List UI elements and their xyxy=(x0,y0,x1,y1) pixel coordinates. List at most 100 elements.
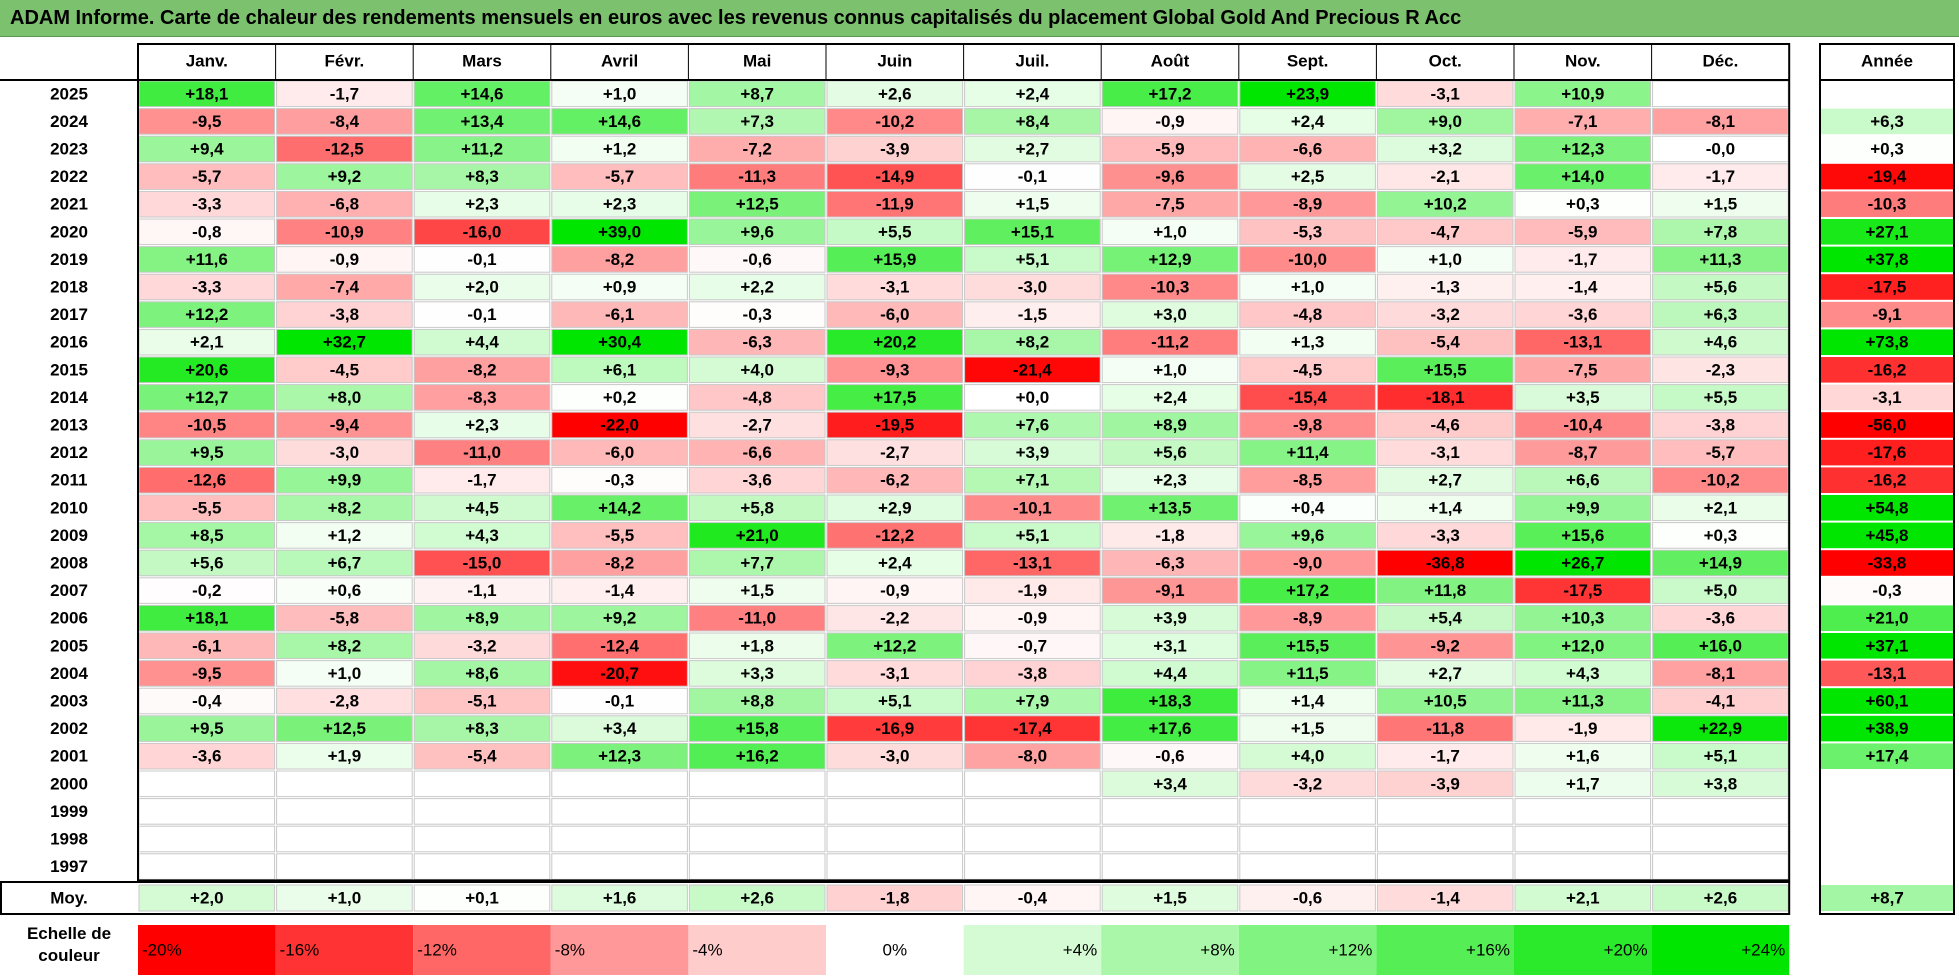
cell-value: -3,6 xyxy=(192,747,221,766)
heatmap-cell xyxy=(688,80,826,108)
color-scale-swatch xyxy=(963,925,1102,975)
cell-value: +12,7 xyxy=(185,388,228,407)
cell-value: +2,4 xyxy=(878,554,912,573)
cell-value: +18,1 xyxy=(185,609,228,628)
heatmap-cell xyxy=(688,135,826,163)
heatmap-cell xyxy=(551,770,688,798)
row-label: 2012 xyxy=(50,443,88,462)
row-label: 2014 xyxy=(50,388,88,407)
heatmap-cell xyxy=(1101,301,1239,328)
heatmap-cell xyxy=(1101,356,1239,384)
heatmap-cell xyxy=(276,356,413,384)
heatmap-cell xyxy=(551,135,688,163)
heatmap-cell xyxy=(1514,715,1652,742)
heatmap-cell xyxy=(826,190,964,218)
cell-value: -16,9 xyxy=(875,719,914,738)
color-scale-stop-label: -4% xyxy=(692,941,722,960)
heatmap-cell xyxy=(826,604,964,632)
cell-value: -2,1 xyxy=(1431,167,1460,186)
year-cell xyxy=(1821,550,1953,576)
heatmap-cell xyxy=(1101,522,1239,549)
average-value: +1,0 xyxy=(328,889,362,908)
cell-value: +8,6 xyxy=(465,664,499,683)
cell-value: -5,7 xyxy=(192,167,221,186)
heatmap-cell xyxy=(1514,494,1652,522)
heatmap-cell xyxy=(138,190,276,218)
heatmap-cell xyxy=(1514,384,1652,411)
heatmap-cell xyxy=(551,273,688,301)
heatmap-cell xyxy=(688,522,826,549)
cell-value: -6,3 xyxy=(1155,554,1184,573)
heatmap-cell xyxy=(688,411,826,439)
heatmap-cell xyxy=(138,301,276,328)
heatmap-cell xyxy=(826,522,964,549)
heatmap-cell xyxy=(138,356,276,384)
year-cell xyxy=(1821,412,1953,438)
heatmap-cell xyxy=(688,798,826,825)
heatmap-cell xyxy=(551,108,688,135)
heatmap-cell xyxy=(1239,742,1376,770)
heatmap-cell xyxy=(1376,660,1514,687)
cell-value: +20,2 xyxy=(873,333,916,352)
cell-value: -0,9 xyxy=(1018,609,1047,628)
color-scale-swatch xyxy=(413,925,551,975)
heatmap-cell xyxy=(1652,384,1789,411)
year-cell xyxy=(1821,81,1953,107)
heatmap-cell xyxy=(1101,190,1239,218)
heatmap-cell xyxy=(1652,108,1789,135)
heatmap-cell xyxy=(1239,466,1376,494)
cell-value: -5,4 xyxy=(467,747,497,766)
heatmap-cell xyxy=(826,853,964,880)
cell-value: -12,6 xyxy=(187,471,226,490)
cell-value: +1,5 xyxy=(1016,195,1050,214)
cell-value: +8,5 xyxy=(190,526,224,545)
heatmap-cell xyxy=(826,328,964,356)
heatmap-cell xyxy=(964,384,1101,411)
heatmap-cell xyxy=(688,632,826,660)
year-cell xyxy=(1821,743,1953,769)
cell-value: +10,3 xyxy=(1561,609,1604,628)
cell-value: -0,4 xyxy=(192,692,222,711)
heatmap-cell xyxy=(1514,853,1652,880)
heatmap-cell xyxy=(964,301,1101,328)
cell-value: +8,2 xyxy=(1016,333,1050,352)
cell-value: +1,6 xyxy=(1566,747,1600,766)
row-label: 2016 xyxy=(50,333,88,352)
heatmap-cell xyxy=(413,246,551,273)
heatmap-cell xyxy=(551,328,688,356)
heatmap-cell xyxy=(413,770,551,798)
year-cell xyxy=(1821,660,1953,687)
cell-value: +12,5 xyxy=(323,719,366,738)
heatmap-cell xyxy=(1101,825,1239,853)
cell-value: +3,9 xyxy=(1153,609,1187,628)
heatmap-cell xyxy=(1652,135,1789,163)
heatmap-cell xyxy=(826,135,964,163)
heatmap-cell xyxy=(688,384,826,411)
year-cell xyxy=(1821,715,1953,742)
cell-value: +4,0 xyxy=(740,360,774,379)
cell-value: -6,2 xyxy=(880,471,909,490)
heatmap-cell xyxy=(688,218,826,246)
average-value: -1,8 xyxy=(880,889,909,908)
cell-value: -1,7 xyxy=(1706,167,1735,186)
cell-value: -36,8 xyxy=(1426,554,1465,573)
year-value: -9,1 xyxy=(1872,305,1901,324)
year-value: -16,2 xyxy=(1868,360,1907,379)
cell-value: +9,6 xyxy=(1291,526,1325,545)
year-cell xyxy=(1821,329,1953,355)
row-label: 2007 xyxy=(50,581,88,600)
heatmap-cell xyxy=(1652,246,1789,273)
cell-value: -0,9 xyxy=(1155,112,1184,131)
heatmap-cell xyxy=(1239,825,1376,853)
cell-value: -6,1 xyxy=(605,305,634,324)
average-cell xyxy=(1101,884,1239,912)
heatmap-cell xyxy=(413,273,551,301)
cell-value: +2,9 xyxy=(878,498,912,517)
cell-value: +0,3 xyxy=(1704,526,1738,545)
heatmap-cell xyxy=(413,218,551,246)
heatmap-cell xyxy=(1652,163,1789,190)
cell-value: -5,7 xyxy=(1706,443,1735,462)
cell-value: -9,5 xyxy=(192,664,221,683)
heatmap-cell xyxy=(1514,301,1652,328)
cell-value: +23,9 xyxy=(1286,84,1329,103)
